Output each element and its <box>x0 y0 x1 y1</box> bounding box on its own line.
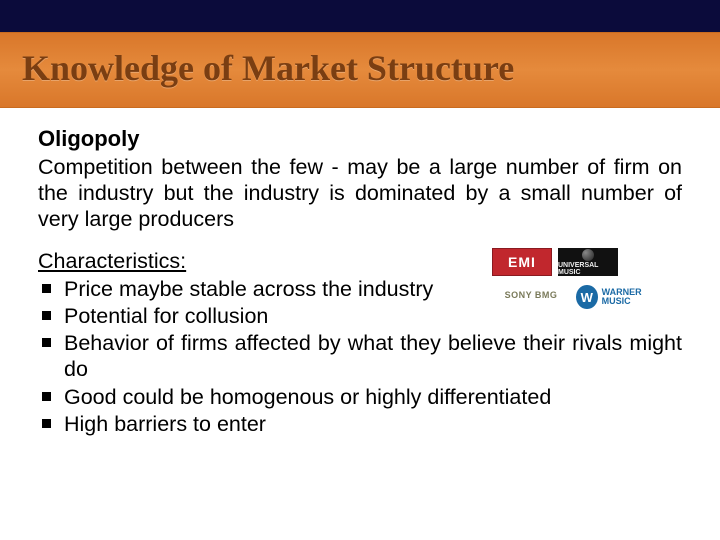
intro-paragraph: Competition between the few - may be a l… <box>38 154 682 233</box>
top-accent-strip <box>0 0 720 32</box>
warner-w-icon: W <box>576 285 598 309</box>
logo-emi: EMI <box>492 248 552 276</box>
logo-warner-text: WARNER MUSIC <box>602 288 666 306</box>
globe-icon <box>582 249 594 261</box>
logo-grid: EMI UNIVERSAL MUSIC SONY BMG W WARNER MU… <box>492 248 692 312</box>
list-item: Good could be homogenous or highly diffe… <box>38 384 682 410</box>
list-item: Behavior of firms affected by what they … <box>38 330 682 382</box>
logo-universal-text: UNIVERSAL MUSIC <box>558 262 618 276</box>
logo-sonybmg: SONY BMG <box>492 282 570 308</box>
section-heading: Oligopoly <box>38 126 682 152</box>
logo-universal: UNIVERSAL MUSIC <box>558 248 618 276</box>
slide-title: Knowledge of Market Structure <box>22 47 698 89</box>
logo-warner: W WARNER MUSIC <box>576 282 666 312</box>
title-band: Knowledge of Market Structure <box>0 32 720 108</box>
list-item: High barriers to enter <box>38 411 682 437</box>
